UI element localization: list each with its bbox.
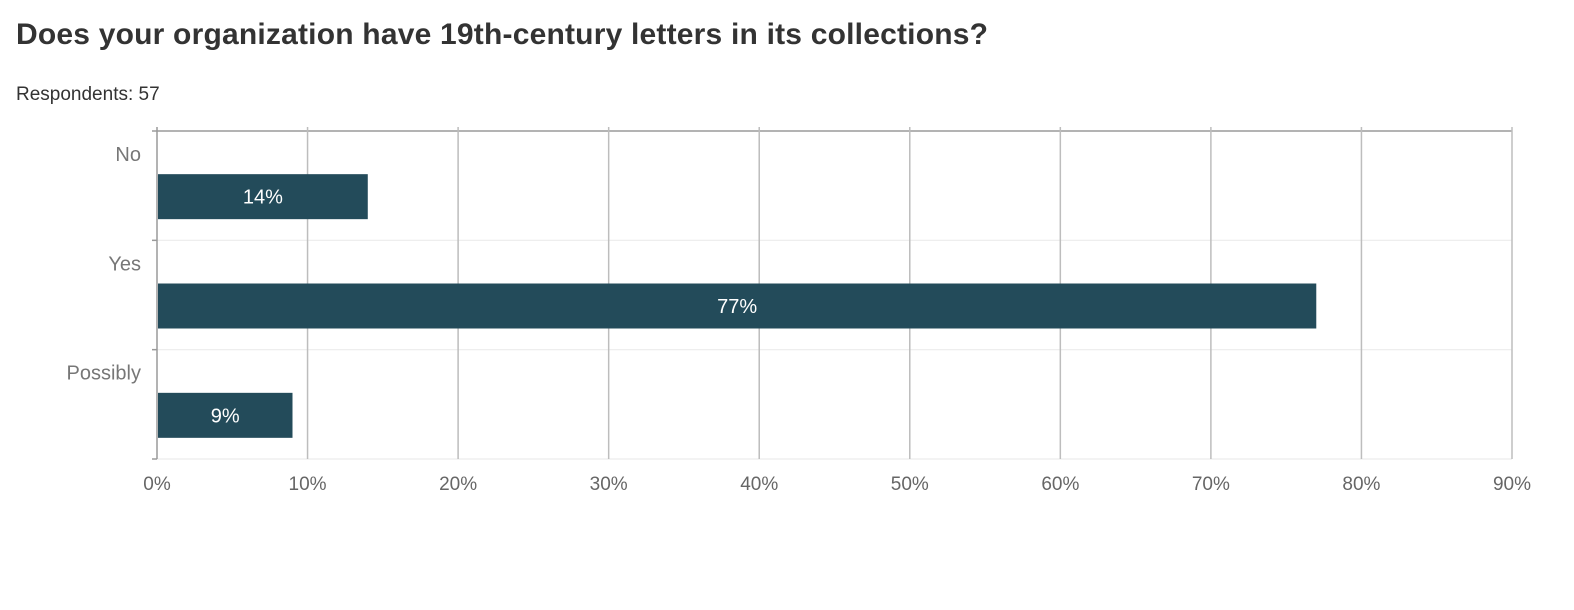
x-tick-label: 30%: [590, 474, 628, 495]
category-label: Yes: [108, 253, 141, 275]
x-tick-label: 90%: [1493, 474, 1531, 495]
x-tick-label: 50%: [891, 474, 929, 495]
x-tick-label: 70%: [1192, 474, 1230, 495]
chart-title: Does your organization have 19th-century…: [16, 18, 989, 51]
category-label: No: [115, 144, 141, 166]
x-tick-label: 40%: [740, 474, 778, 495]
bar: [158, 174, 368, 220]
respondents-count: Respondents: 57: [16, 84, 160, 105]
category-label: Possibly: [67, 363, 141, 385]
x-tick-label: 20%: [439, 474, 477, 495]
bar: [158, 392, 293, 438]
x-tick-label: 0%: [143, 474, 171, 495]
data-label: 14%: [243, 187, 283, 209]
x-tick-label: 80%: [1342, 474, 1380, 495]
x-tick-label: 10%: [289, 474, 327, 495]
data-label: 77%: [717, 296, 757, 318]
bar: [158, 283, 1317, 329]
x-tick-label: 60%: [1041, 474, 1079, 495]
data-label: 9%: [211, 405, 240, 427]
